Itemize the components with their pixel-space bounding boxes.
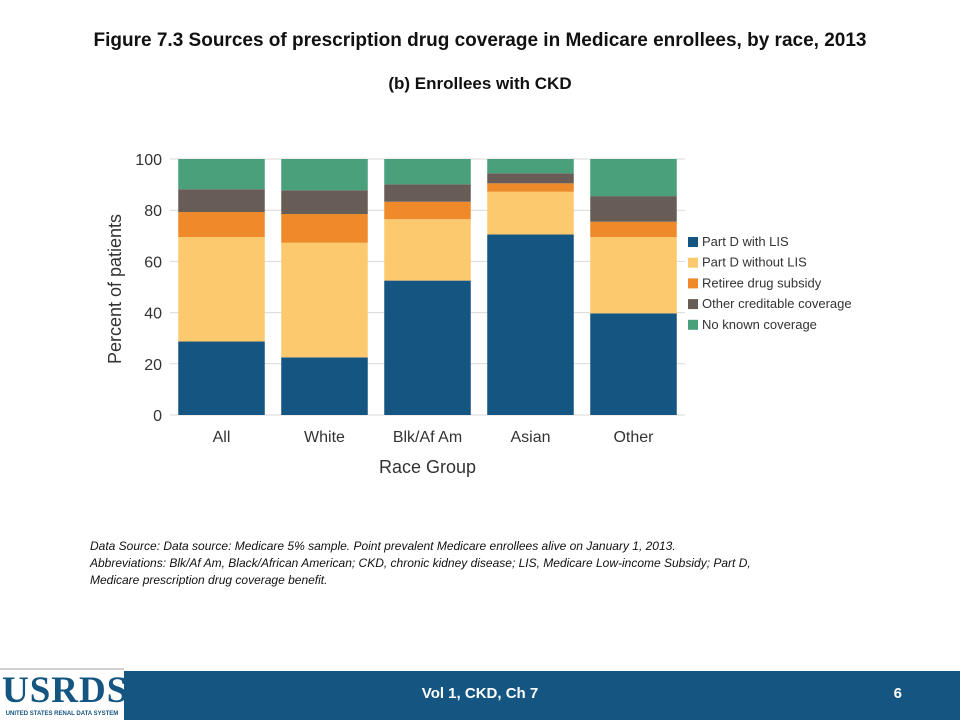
y-tick-label-80: 80 xyxy=(144,203,162,220)
bar-segment-other-0 xyxy=(590,313,677,415)
legend-label-2: Retiree drug subsidy xyxy=(702,275,822,290)
x-tick-label-0: All xyxy=(213,429,231,446)
footnote-abbreviations-cont: Medicare prescription drug coverage bene… xyxy=(90,573,328,587)
bar-segment-blk-af-am-1 xyxy=(384,219,471,281)
bar-segment-white-3 xyxy=(281,190,368,215)
bar-segment-white-4 xyxy=(281,159,368,191)
usrds-logo: USRDS UNITED STATES RENAL DATA SYSTEM xyxy=(0,668,129,720)
x-tick-label-2: Blk/Af Am xyxy=(393,429,462,446)
footnote-abbreviations: Abbreviations: Blk/Af Am, Black/African … xyxy=(90,556,751,570)
bar-segment-all-2 xyxy=(178,211,265,238)
bar-segment-blk-af-am-3 xyxy=(384,184,471,202)
page-number: 6 xyxy=(893,685,902,702)
logo-wordmark: USRDS xyxy=(2,670,129,711)
bar-segment-blk-af-am-4 xyxy=(384,159,471,185)
footnote: Data Source: Data source: Medicare 5% sa… xyxy=(90,538,910,589)
bar-segment-all-0 xyxy=(178,341,265,415)
x-axis-title: Race Group xyxy=(379,457,476,477)
y-tick-label-0: 0 xyxy=(153,408,162,425)
bar-segment-asian-1 xyxy=(487,191,574,235)
bar-segment-white-2 xyxy=(281,214,368,243)
bar-segment-white-1 xyxy=(281,242,368,358)
footnote-data-source: Data Source: Data source: Medicare 5% sa… xyxy=(90,539,676,553)
figure-title: Figure 7.3 Sources of prescription drug … xyxy=(93,30,867,51)
bar-segment-all-1 xyxy=(178,237,265,342)
legend-swatch-2 xyxy=(688,278,698,289)
y-tick-label-60: 60 xyxy=(144,254,162,271)
legend-swatch-3 xyxy=(688,299,698,310)
stacked-bar-chart: 0 20 40 60 80 100 All White Blk/Af Am Asian Other R… xyxy=(105,152,852,477)
bar-segment-blk-af-am-2 xyxy=(384,201,471,220)
footer-chapter-label: Vol 1, CKD, Ch 7 xyxy=(421,685,539,702)
bar-segment-asian-2 xyxy=(487,183,574,192)
y-tick-label-20: 20 xyxy=(144,357,162,374)
bar-segment-other-4 xyxy=(590,159,677,197)
footer-bar: Vol 1, CKD, Ch 7 6 xyxy=(0,671,960,720)
bar-segment-other-2 xyxy=(590,221,677,238)
bar-segment-all-3 xyxy=(178,189,265,212)
bar-segment-other-1 xyxy=(590,237,677,314)
bar-segment-asian-3 xyxy=(487,173,574,184)
bar-segment-asian-4 xyxy=(487,159,574,174)
bar-segment-other-3 xyxy=(590,196,677,222)
x-tick-label-3: Asian xyxy=(510,429,550,446)
x-tick-label-4: Other xyxy=(613,429,654,446)
figure-subtitle: (b) Enrollees with CKD xyxy=(388,74,572,93)
legend-swatch-4 xyxy=(688,319,698,330)
x-tick-label-1: White xyxy=(304,429,345,446)
legend-swatch-1 xyxy=(688,257,698,268)
legend-label-3: Other creditable coverage xyxy=(702,296,852,311)
bar-segment-all-4 xyxy=(178,159,265,190)
bar-segment-asian-0 xyxy=(487,234,574,415)
legend-label-0: Part D with LIS xyxy=(702,234,789,249)
legend-swatch-0 xyxy=(688,237,698,247)
logo-subtitle: UNITED STATES RENAL DATA SYSTEM xyxy=(5,711,119,717)
y-tick-label-40: 40 xyxy=(144,306,162,323)
y-axis-title: Percent of patients xyxy=(105,214,125,364)
legend-label-4: No known coverage xyxy=(702,317,817,332)
bar-segment-white-0 xyxy=(281,357,368,415)
bar-segment-blk-af-am-0 xyxy=(384,280,471,415)
y-tick-label-100: 100 xyxy=(135,152,162,169)
legend-label-1: Part D without LIS xyxy=(702,255,807,270)
